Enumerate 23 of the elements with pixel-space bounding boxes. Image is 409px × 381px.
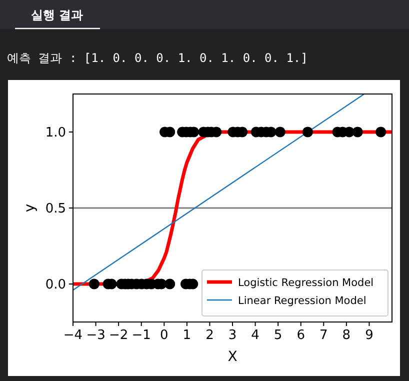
x-tick-label: 2 [206, 328, 214, 343]
x-tick-label: 7 [320, 328, 328, 343]
x-tick-label: 8 [342, 328, 351, 343]
x-tick-label: 6 [296, 328, 305, 343]
text: 예측 결과 : [1. 0. 0. 0. 1. 0. 1. 0. 0. 1.] [7, 51, 308, 65]
x-tick-label: −1 [132, 328, 151, 343]
legend-label: Logistic Regression Model [238, 277, 374, 289]
x-tick-label: 1 [182, 328, 192, 343]
x-tick-label: 4 [251, 328, 260, 343]
x-tick-label: −2 [108, 328, 128, 343]
y-tick-label: 0.5 [45, 202, 66, 216]
text: 실행 결과 [30, 8, 84, 22]
x-tick-label: −3 [86, 328, 106, 343]
y-tick-label: 1.0 [45, 126, 66, 140]
x-tick-label: 9 [365, 328, 374, 343]
y-tick-label: 0.0 [45, 278, 66, 292]
y-axis-title: y [22, 204, 38, 212]
x-tick-label: 3 [228, 328, 237, 343]
x-tick-label: −4 [63, 328, 83, 343]
legend-label: Linear Regression Model [238, 295, 366, 307]
x-tick-label: 5 [274, 328, 282, 343]
x-tick-label: 0 [160, 328, 168, 343]
x-axis-title: X [228, 349, 238, 365]
